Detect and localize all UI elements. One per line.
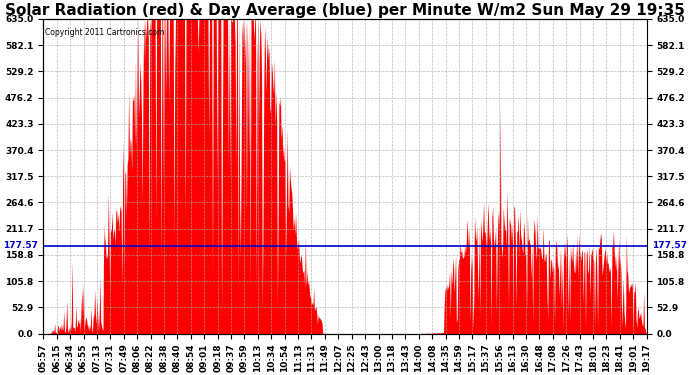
- Text: 177.57: 177.57: [652, 241, 687, 250]
- Text: Copyright 2011 Cartronics.com: Copyright 2011 Cartronics.com: [45, 28, 164, 38]
- Title: Solar Radiation (red) & Day Average (blue) per Minute W/m2 Sun May 29 19:35: Solar Radiation (red) & Day Average (blu…: [5, 3, 685, 18]
- Text: 177.57: 177.57: [3, 241, 38, 250]
